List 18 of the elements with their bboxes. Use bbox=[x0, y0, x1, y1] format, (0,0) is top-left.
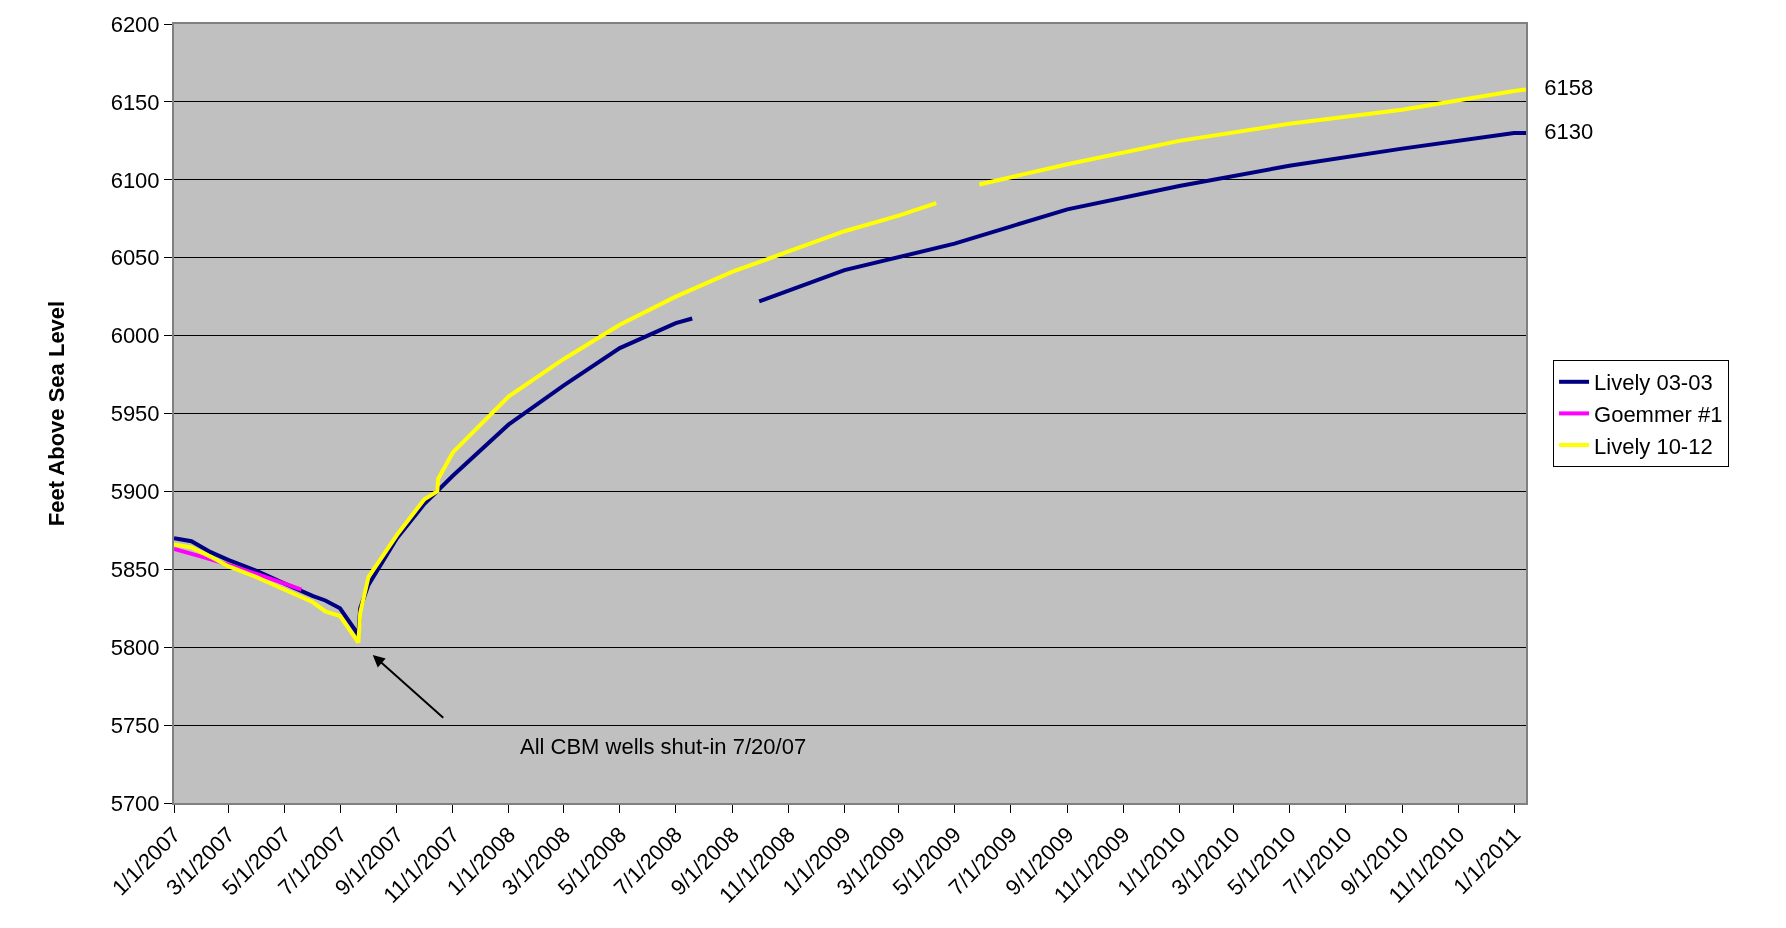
y-tick-label: 5900 bbox=[110, 479, 160, 505]
legend-label: Lively 10-12 bbox=[1594, 433, 1713, 459]
legend-label: Lively 03-03 bbox=[1594, 370, 1713, 396]
data-label: 6158 bbox=[1526, 74, 1594, 100]
y-tick-label: 5800 bbox=[110, 634, 160, 660]
y-tick-label: 5700 bbox=[110, 790, 160, 816]
y-tick-label: 5950 bbox=[110, 401, 160, 427]
y-tick-label: 5750 bbox=[110, 712, 160, 738]
y-tick-label: 6050 bbox=[110, 245, 160, 271]
data-label: 6130 bbox=[1526, 118, 1594, 144]
annotation: All CBM wells shut-in 7/20/07 bbox=[520, 734, 807, 759]
y-tick-label: 6150 bbox=[110, 89, 160, 115]
y-tick-label: 6200 bbox=[110, 11, 160, 37]
legend-label: Goemmer #1 bbox=[1594, 401, 1723, 427]
y-tick-label: 6000 bbox=[110, 323, 160, 349]
y-axis-title: Feet Above Sea Level bbox=[43, 300, 69, 527]
y-tick-label: 6100 bbox=[110, 167, 160, 193]
y-tick-label: 5850 bbox=[110, 557, 160, 582]
